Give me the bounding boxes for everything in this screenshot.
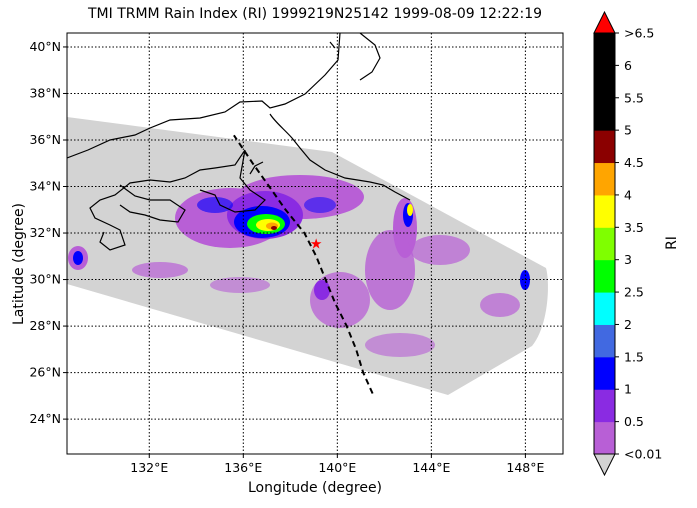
plot-frame [66,32,564,455]
colorbar-frame [593,32,616,455]
y-tick-label: 26°N [29,365,61,380]
storm-track [233,134,374,394]
colorbar-segment [594,33,615,66]
colorbar-segment [594,356,615,390]
colorbar-segment [594,130,615,164]
x-tick-label: 144°E [412,460,450,475]
colorbar-tick-label: 3 [624,252,632,267]
colorbar: <0.01 0.5 1 1.5 2 2.5 3 3.5 4 4.5 5 5.5 6 >6.5 [593,10,662,477]
y-tick-label: 36°N [29,132,61,147]
colorbar-tick-label: 6 [624,58,632,73]
colorbar-segment [594,97,615,131]
gridlines [67,33,563,454]
colorbar-tick-label: 1 [624,382,632,397]
y-tick-label: 24°N [29,411,61,426]
colorbar-under-triangle [593,453,616,477]
colorbar-segment [594,194,615,228]
colorbar-segment [594,421,615,455]
colorbar-segment [594,389,615,423]
colorbar-over-triangle [593,10,616,34]
colorbar-tick-label: 4 [624,187,632,202]
storm-center-marker: ★ [310,237,323,253]
x-tick-label: 148°E [506,460,544,475]
y-tick-label: 28°N [29,318,61,333]
y-tick-label: 34°N [29,179,61,194]
y-axis-ticks: 24°N 26°N 28°N 30°N 32°N 34°N 36°N 38°N 40°N [29,39,67,426]
satellite-swath [67,117,548,395]
colorbar-segment [594,227,615,261]
colorbar-segment [594,162,615,196]
colorbar-segment [594,65,615,99]
y-tick-label: 30°N [29,272,61,287]
colorbar-segment [594,292,615,325]
colorbar-tick-label: 2.5 [624,285,644,300]
x-tick-label: 140°E [318,460,356,475]
x-axis-label: Longitude (degree) [247,480,383,496]
colorbar-tick-label: <0.01 [624,447,662,462]
colorbar-segment [594,259,615,293]
colorbar-tick-label: 4.5 [624,155,644,170]
colorbar-tick-label: 5 [624,123,632,138]
x-tick-label: 132°E [130,460,168,475]
x-axis-ticks: 132°E 136°E 140°E 144°E 148°E [130,454,544,475]
colorbar-tick-label: 2 [624,317,632,332]
y-tick-label: 40°N [29,39,61,54]
colorbar-tick-label: 0.5 [624,414,644,429]
colorbar-segment [594,324,615,358]
y-tick-label: 32°N [29,225,61,240]
y-axis-label: Latitude (degree) [11,202,27,326]
colorbar-tick-label: >6.5 [624,26,654,41]
chart-title: TMI TRMM Rain Index (RI) 1999219N25142 1… [87,6,543,22]
y-tick-label: 38°N [29,85,61,100]
colorbar-tick-label: 1.5 [624,349,644,364]
coastlines [67,33,411,251]
colorbar-label: RI [663,236,680,250]
x-tick-label: 136°E [224,460,262,475]
colorbar-tick-label: 3.5 [624,220,644,235]
colorbar-tick-label: 5.5 [624,90,644,105]
